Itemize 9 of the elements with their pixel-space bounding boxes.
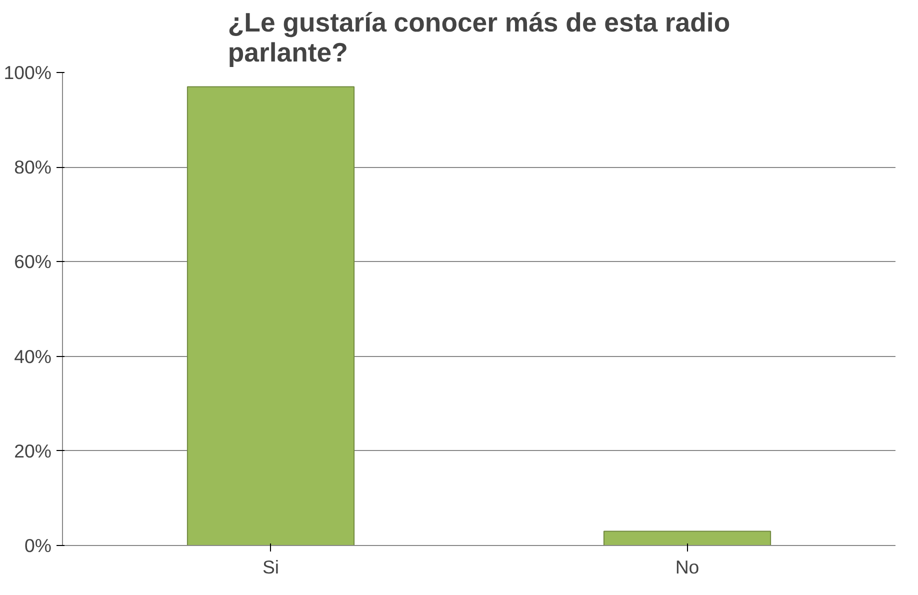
x-tick-label: Si [262, 556, 280, 578]
y-tick-label: 20% [14, 440, 52, 462]
y-tick-label: 40% [14, 346, 52, 367]
x-tick-label: No [675, 556, 700, 578]
y-tick-label: 0% [24, 535, 52, 556]
y-tick-label: 80% [14, 156, 52, 178]
y-tick-label: 100% [4, 62, 52, 83]
y-tick-label: 60% [14, 251, 52, 272]
chart-title: ¿Le gustaría conocer más de esta radio parlante? [228, 8, 730, 68]
